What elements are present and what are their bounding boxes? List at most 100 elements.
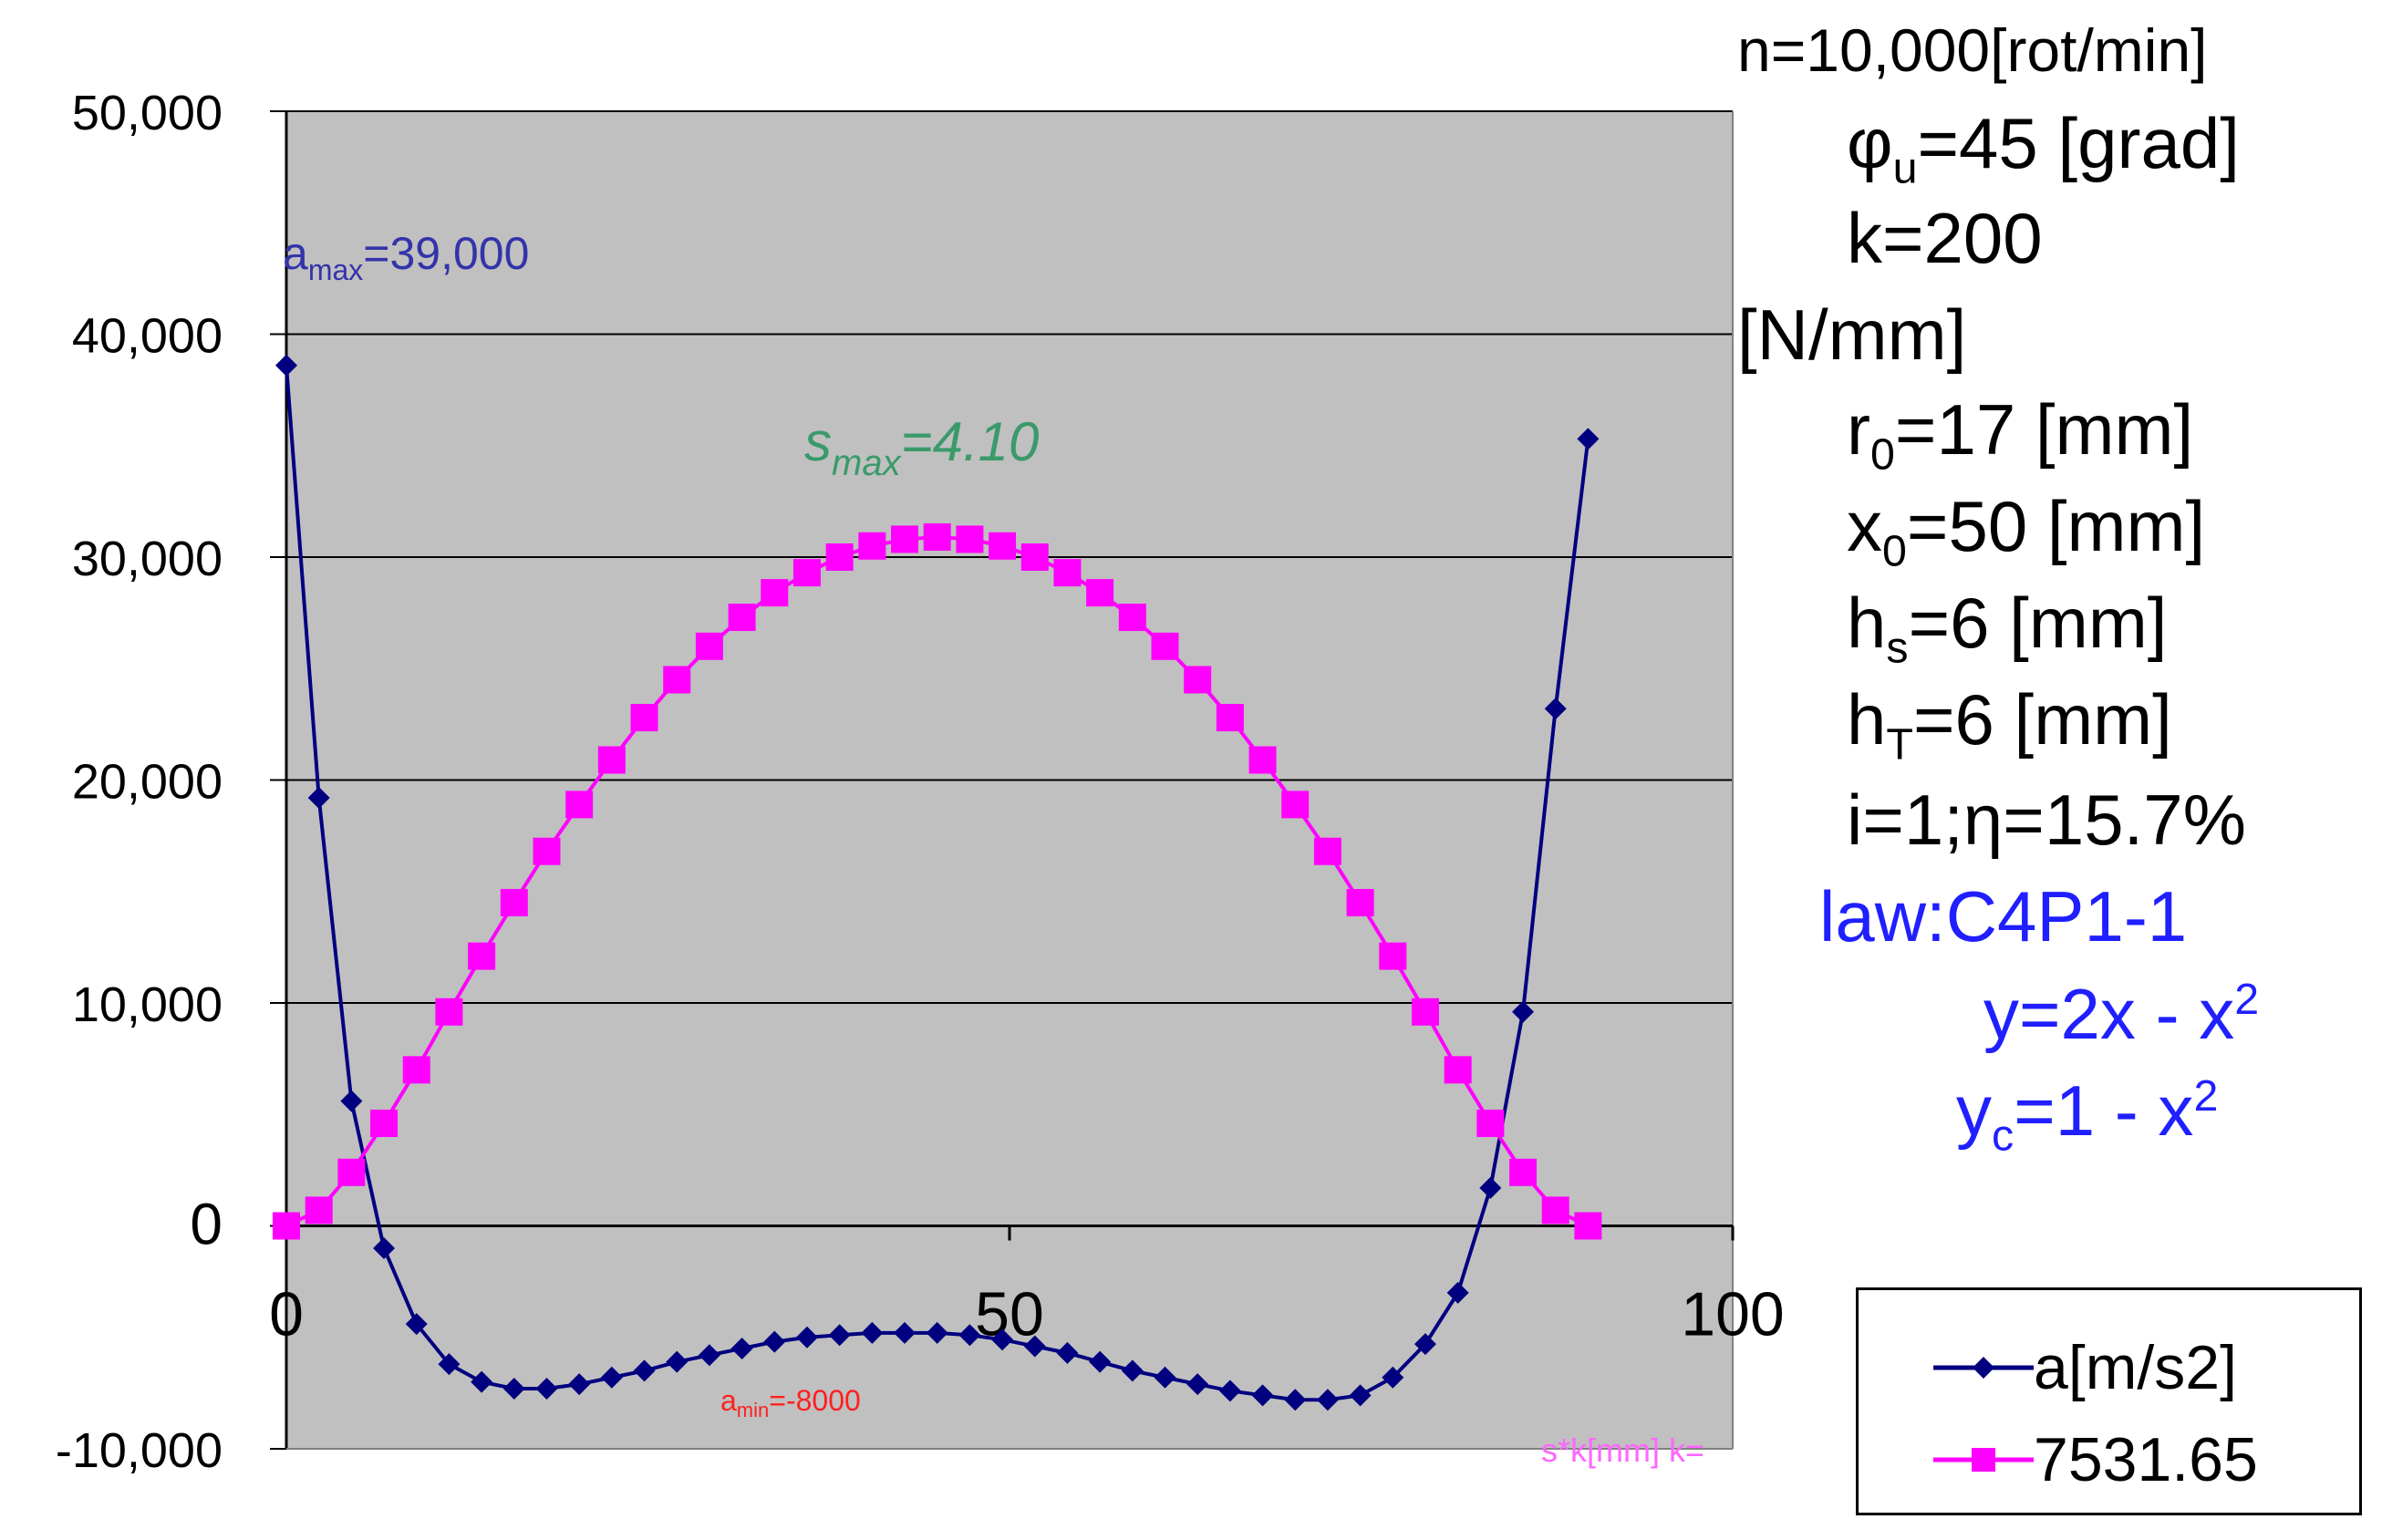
y-tick-label: 30,000: [72, 532, 223, 586]
x-tick-label: 0: [269, 1280, 304, 1349]
data-point: [926, 1321, 948, 1344]
data-point: [1544, 698, 1567, 720]
data-point: [1349, 1384, 1372, 1407]
data-point: [1118, 604, 1146, 632]
data-point: [1577, 428, 1600, 450]
data-point: [956, 525, 984, 553]
data-point: [340, 1090, 363, 1112]
data-point: [825, 543, 854, 571]
parameter-phi: φu=45 [grad]: [1847, 103, 2240, 193]
data-point: [568, 1373, 591, 1396]
series-layer: [273, 354, 1602, 1411]
data-point: [630, 704, 658, 732]
data-point: [1444, 1056, 1472, 1084]
data-point: [894, 1321, 917, 1344]
data-point: [337, 1158, 366, 1186]
data-point: [1089, 1350, 1112, 1373]
parameter-hs: hs=6 [mm]: [1847, 583, 2168, 673]
data-point: [1316, 1389, 1339, 1411]
data-point: [698, 1344, 720, 1367]
y-tick-label: 0: [190, 1192, 223, 1257]
diamond-marker-icon: [1933, 1357, 2034, 1379]
square-marker-icon: [1933, 1448, 2034, 1472]
data-point: [1382, 1366, 1404, 1389]
legend-item-disp: 7531.65: [1933, 1423, 2258, 1496]
data-point: [1541, 1196, 1569, 1225]
data-point: [666, 1350, 689, 1373]
data-point: [861, 1321, 884, 1344]
data-point: [730, 1337, 753, 1359]
data-point: [1251, 1384, 1274, 1407]
data-point: [370, 1110, 399, 1138]
chart-legend: a[m/s2] 7531.65: [1856, 1287, 2362, 1515]
data-point: [435, 997, 463, 1026]
data-point: [533, 837, 561, 865]
data-point: [1509, 1158, 1538, 1186]
data-point: [307, 787, 330, 810]
data-point: [500, 888, 528, 916]
data-point: [1411, 997, 1439, 1026]
data-point: [565, 791, 594, 819]
data-point: [991, 1328, 1014, 1351]
data-point: [597, 746, 626, 774]
data-point: [1216, 704, 1244, 732]
data-point: [858, 532, 886, 560]
parameter-yc-equation: yc=1 - x2: [1956, 1070, 2219, 1161]
data-point: [891, 525, 919, 553]
data-point: [761, 579, 789, 607]
y-tick-label: 20,000: [72, 755, 223, 810]
legend-label-disp: 7531.65: [2034, 1425, 2258, 1494]
data-point: [275, 354, 297, 377]
data-point: [695, 632, 723, 660]
data-point: [1346, 888, 1374, 916]
data-point: [1313, 837, 1341, 865]
parameter-k-unit: [N/mm]: [1737, 295, 1967, 375]
parameter-r0: r0=17 [mm]: [1847, 389, 2194, 480]
x-axis-note: s*k[mm] k=: [1541, 1431, 1704, 1469]
data-point: [471, 1370, 493, 1393]
series-disp: [273, 522, 1602, 1240]
data-point: [438, 1353, 461, 1376]
data-point: [402, 1056, 430, 1084]
data-point: [1414, 1333, 1436, 1356]
data-point: [1186, 1373, 1209, 1396]
smax-annotation: smax=4.10: [804, 411, 1039, 483]
data-point: [405, 1313, 428, 1336]
data-point: [792, 559, 821, 587]
data-point: [1281, 791, 1310, 819]
data-point: [305, 1196, 333, 1225]
data-point: [795, 1326, 818, 1349]
data-point: [1121, 1359, 1144, 1382]
data-point: [633, 1359, 656, 1382]
y-tick-label: 40,000: [72, 309, 223, 364]
series-accel: [275, 354, 1600, 1411]
data-point: [923, 522, 951, 551]
data-point: [373, 1236, 396, 1259]
data-point: [1284, 1389, 1307, 1411]
data-point: [1476, 1110, 1505, 1138]
data-point: [763, 1330, 786, 1353]
y-tick-label: 50,000: [72, 86, 223, 140]
y-tick-label: 10,000: [72, 977, 223, 1032]
parameter-y-equation: y=2x - x2: [1983, 974, 2260, 1054]
data-point: [1154, 1366, 1176, 1389]
parameter-n: n=10,000[rot/min]: [1737, 16, 2208, 84]
data-point: [1379, 942, 1407, 970]
data-point: [1053, 559, 1082, 587]
data-point: [1218, 1380, 1241, 1402]
data-point: [1151, 632, 1179, 660]
data-point: [1479, 1176, 1502, 1199]
data-point: [1248, 746, 1277, 774]
amin-annotation: amin=-8000: [720, 1384, 861, 1421]
data-point: [1023, 1335, 1046, 1358]
parameter-k: k=200: [1847, 198, 2043, 278]
data-point: [1574, 1212, 1602, 1240]
data-point: [600, 1366, 623, 1389]
data-point: [663, 666, 691, 694]
data-point: [1512, 1000, 1535, 1023]
data-point: [1446, 1281, 1469, 1304]
data-point: [989, 532, 1017, 560]
legend-label-accel: a[m/s2]: [2034, 1333, 2237, 1402]
data-point: [535, 1377, 558, 1400]
